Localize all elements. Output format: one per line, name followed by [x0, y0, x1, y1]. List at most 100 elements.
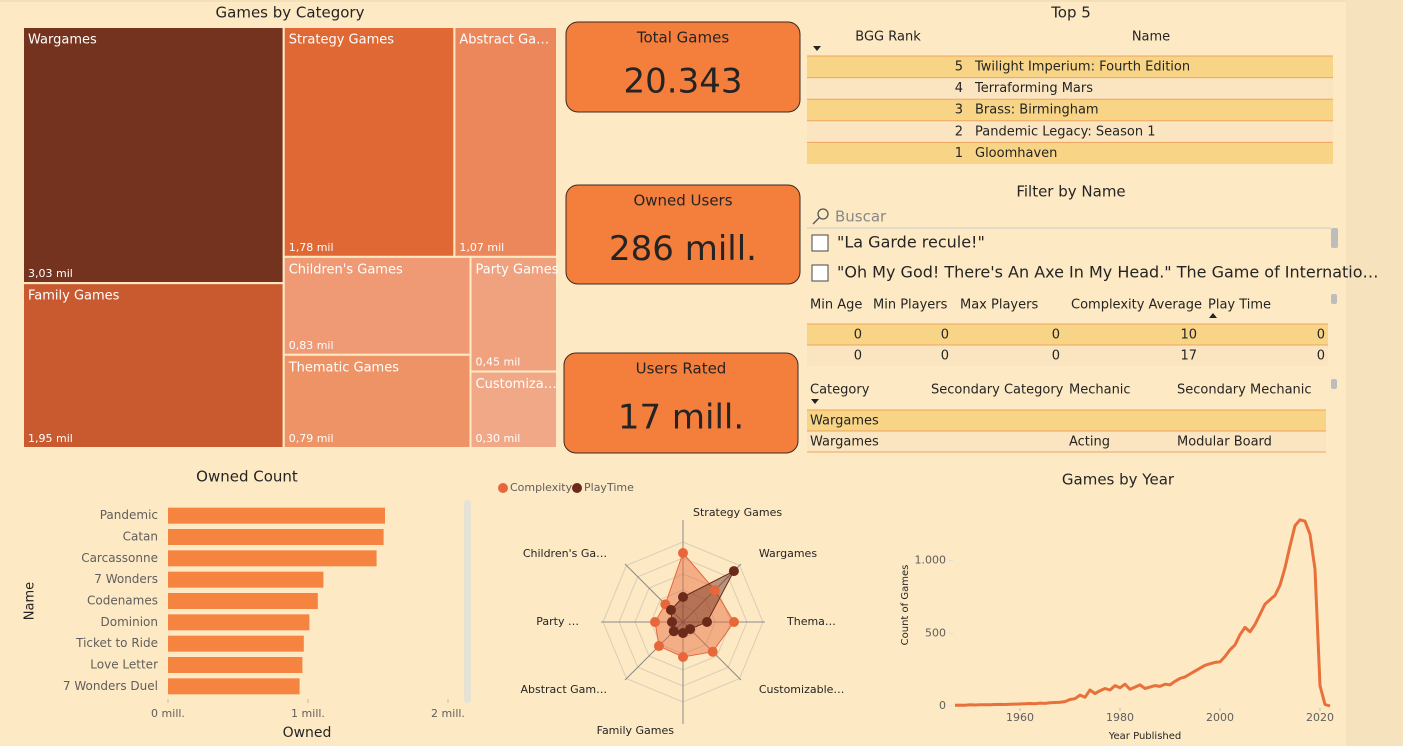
search-icon [817, 208, 829, 220]
y-tick-label: 7 Wonders [94, 572, 158, 586]
y-tick-label: Pandemic [100, 508, 158, 522]
tile-label: Abstract Ga… [459, 33, 549, 48]
tile-label: Strategy Games [289, 33, 395, 48]
radar-point [678, 548, 688, 558]
table-cell: Gloomhaven [975, 146, 1057, 161]
radar-point [668, 626, 679, 637]
table-cell: 0 [941, 349, 949, 364]
table-row [807, 345, 1328, 366]
x-tick-label: 2000 [1206, 711, 1234, 724]
bar [168, 529, 384, 545]
radar-label: Strategy Games [693, 506, 782, 519]
bar [168, 678, 300, 695]
search-placeholder: Buscar [835, 208, 887, 226]
radar-label: Party … [536, 615, 579, 628]
radar-point [650, 617, 660, 627]
scrollbar [1331, 228, 1338, 248]
x-tick-label: 2020 [1306, 711, 1334, 724]
table-row [807, 120, 1333, 143]
y-tick-label: Codenames [87, 594, 158, 608]
radar-point [653, 641, 664, 652]
treemap-tile [453, 26, 559, 258]
bar [168, 571, 324, 588]
table-row [807, 56, 1333, 78]
scrollbar [1331, 379, 1337, 389]
table-row [807, 77, 1333, 100]
tile-label: Customiza… [476, 377, 557, 392]
radar-point [709, 585, 720, 596]
bar [168, 657, 303, 673]
radar-point [665, 604, 676, 615]
table-cell: 0 [1052, 328, 1060, 343]
table-cell: 4 [955, 81, 963, 96]
table-cell: 1 [955, 146, 963, 161]
column-header: Mechanic [1069, 383, 1131, 398]
tile-value-label: 1,78 mil [289, 241, 334, 254]
kpi-card [565, 21, 801, 113]
bar [168, 635, 304, 652]
bar [168, 507, 385, 524]
tile-label: Children's Games [289, 262, 403, 277]
radar-point [667, 617, 677, 627]
column-header: Name [1132, 30, 1170, 45]
line-series [954, 518, 1331, 708]
side-strip [1346, 0, 1403, 746]
table-cell: 10 [1180, 328, 1197, 343]
table-cell: 0 [941, 328, 949, 343]
radar-point [707, 646, 718, 657]
table-cell: 0 [854, 328, 862, 343]
column-header: Secondary Mechanic [1177, 383, 1312, 398]
treemap-tile [469, 370, 559, 450]
treemap-tile [282, 255, 472, 356]
treemap-tile [282, 353, 472, 450]
slicer-item: "La Garde recule!" [837, 233, 985, 252]
treemap-tile [282, 26, 456, 258]
x-tick-label: 1 mill. [291, 707, 325, 720]
y-tick-label: Love Letter [90, 658, 158, 672]
x-axis-title: Owned [283, 725, 332, 741]
tile-value-label: 0,45 mil [476, 356, 521, 369]
treemap-tile [469, 255, 559, 373]
checkbox[interactable] [811, 234, 829, 252]
radar-point [678, 628, 688, 638]
card-title: Owned Users [633, 192, 732, 210]
sort-indicator [813, 46, 821, 51]
tile-value-label: 1,95 mil [28, 432, 73, 445]
chart-title: Games by Category [216, 4, 365, 22]
table-cell: Wargames [810, 414, 879, 429]
treemap-tile [22, 26, 285, 285]
x-tick-label: 1980 [1106, 711, 1134, 724]
column-header: Complexity Average [1071, 298, 1202, 313]
y-tick-label: 1.000 [915, 554, 947, 567]
tile-label: Party Games [476, 262, 559, 277]
legend-marker [572, 483, 582, 493]
tile-label: Family Games [28, 289, 120, 304]
radar-point [728, 566, 739, 577]
card-title: Users Rated [636, 360, 727, 378]
x-tick-label: 1960 [1006, 711, 1034, 724]
tile-label: Wargames [28, 33, 97, 48]
slicer-title: Filter by Name [1016, 183, 1125, 201]
tile-value-label: 0,30 mil [476, 432, 521, 445]
tile-value-label: 1,07 mil [459, 241, 504, 254]
chart-title: Games by Year [1062, 471, 1175, 489]
table-cell: Twilight Imperium: Fourth Edition [974, 60, 1190, 75]
card-value: 20.343 [624, 62, 743, 102]
kpi-card [565, 184, 801, 285]
column-header: Category [810, 383, 870, 398]
y-axis-title: Count of Games [900, 565, 911, 646]
table-row [807, 142, 1333, 164]
tile-label: Thematic Games [288, 360, 399, 375]
y-tick-label: 0 [939, 699, 946, 712]
checkbox[interactable] [811, 264, 829, 282]
table-cell: 0 [1317, 328, 1325, 343]
radar-point [678, 592, 688, 602]
table-cell: 5 [955, 60, 963, 75]
table-row [807, 410, 1326, 431]
kpi-card [563, 352, 799, 454]
bar [168, 550, 377, 567]
column-header: BGG Rank [855, 30, 921, 45]
table-cell: 0 [1052, 349, 1060, 364]
